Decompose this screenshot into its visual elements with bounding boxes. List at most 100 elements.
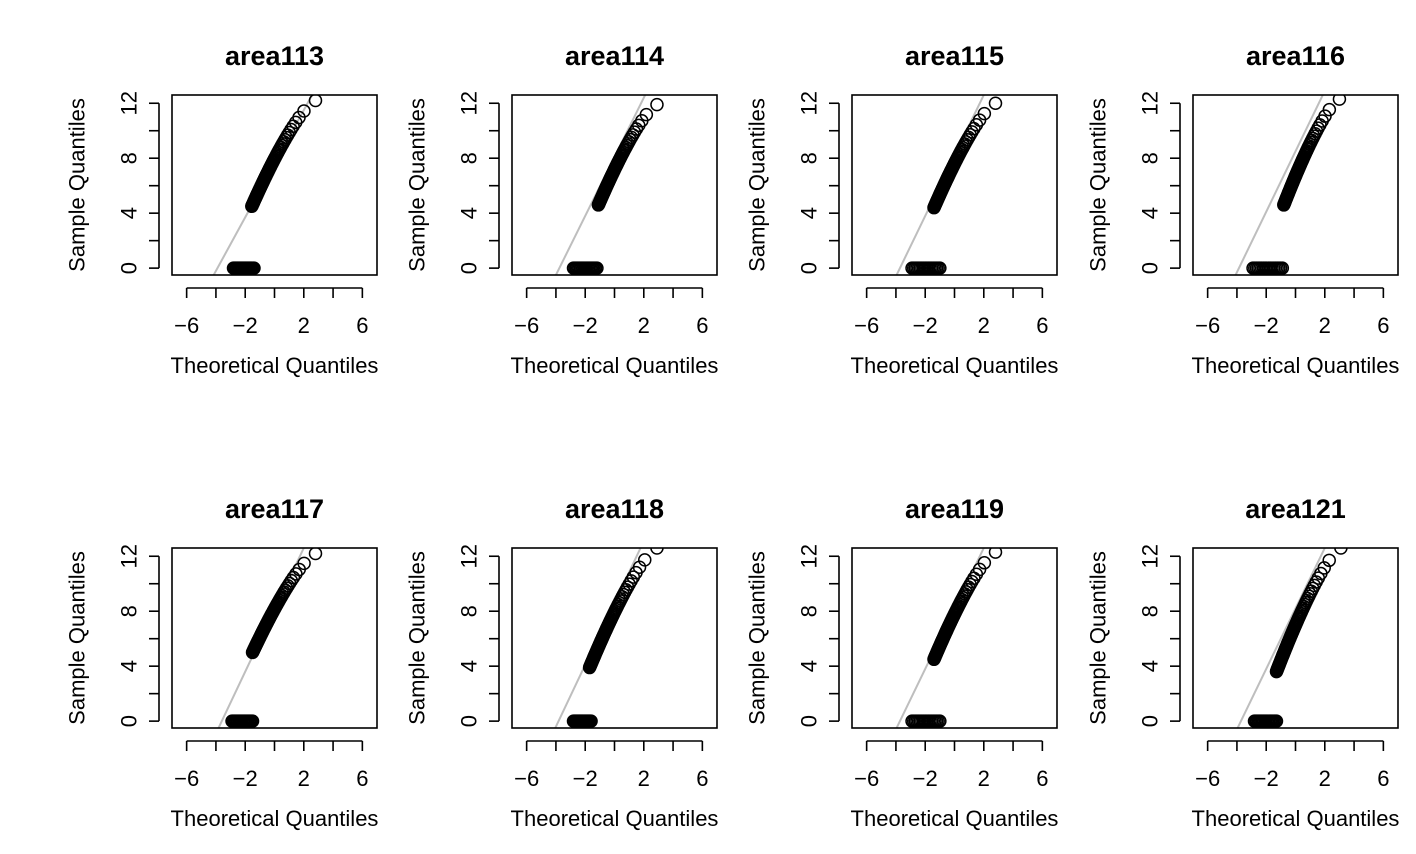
y-tick-label: 12 — [457, 544, 482, 568]
qq-point — [965, 125, 979, 139]
qq-point — [308, 95, 323, 108]
x-tick-label: −6 — [854, 766, 879, 791]
qq-point — [988, 96, 1003, 110]
y-tick-label: 0 — [457, 262, 482, 274]
qq-point — [284, 122, 298, 137]
qq-point — [1275, 261, 1290, 275]
qq-panel-area119: area119 −6 −2 2 6 Theoretical Quantiles 0 4 8 12 S… — [745, 494, 1059, 831]
qq-point — [1322, 553, 1336, 568]
y-axis-label: Sample Quantiles — [745, 98, 770, 272]
qq-points — [1247, 548, 1348, 728]
plot-box — [171, 94, 378, 276]
qq-point — [627, 125, 642, 139]
x-tick-label: 2 — [638, 313, 650, 338]
qq-point — [289, 567, 303, 581]
qq-points — [905, 96, 1003, 275]
x-tick-label: −2 — [573, 313, 598, 338]
x-tick-label: −2 — [233, 766, 258, 791]
y-axis-label: Sample Quantiles — [65, 98, 90, 272]
x-tick-label: 6 — [356, 313, 368, 338]
qq-panel-area113: area113 −6 −2 2 6 Theoretical Quantiles 0 4 8 12 S… — [65, 41, 379, 378]
x-axis-label: Theoretical Quantiles — [171, 806, 379, 831]
x-tick-label: −6 — [514, 766, 539, 791]
y-tick-label: 0 — [797, 262, 822, 274]
qq-point — [308, 548, 323, 561]
reference-line — [1234, 95, 1324, 275]
panel-title: area113 — [225, 41, 324, 71]
y-axis-label: Sample Quantiles — [65, 551, 90, 725]
x-tick-label: 6 — [1036, 313, 1048, 338]
y-tick-label: 4 — [117, 207, 142, 219]
x-tick-label: 2 — [978, 313, 990, 338]
qq-point — [590, 261, 604, 275]
qq-point — [584, 714, 598, 728]
qq-point — [1334, 548, 1348, 555]
x-tick-label: −2 — [913, 766, 938, 791]
y-tick-label: 8 — [117, 152, 142, 164]
qq-points — [226, 95, 323, 275]
qq-point — [284, 573, 299, 588]
qq-points — [225, 548, 323, 728]
x-axis-label: Theoretical Quantiles — [851, 353, 1059, 378]
x-tick-label: −2 — [1254, 766, 1279, 791]
y-tick-label: 12 — [117, 544, 142, 568]
panel-title: area115 — [905, 41, 1004, 71]
y-tick-label: 0 — [1138, 262, 1163, 274]
y-tick-label: 8 — [1138, 152, 1163, 164]
qq-point — [1269, 714, 1284, 728]
panel-title: area121 — [1245, 494, 1346, 524]
qq-points — [1246, 95, 1347, 275]
plot-box — [1192, 94, 1399, 276]
qq-panel-area115: area115 −6 −2 2 6 Theoretical Quantiles 0 4 8 12 S… — [745, 41, 1059, 378]
y-axis-label: Sample Quantiles — [405, 98, 430, 272]
panel-title: area114 — [565, 41, 664, 71]
panel-title: area117 — [225, 494, 324, 524]
qq-panel-area121: area121 −6 −2 2 6 Theoretical Quantiles 0 4 8 12 S… — [1086, 494, 1400, 831]
x-axis-label: Theoretical Quantiles — [171, 353, 379, 378]
y-tick-label: 12 — [797, 544, 822, 568]
qq-point — [977, 556, 992, 570]
x-tick-label: 6 — [1377, 313, 1389, 338]
qq-point — [1332, 95, 1347, 106]
x-tick-label: −6 — [514, 313, 539, 338]
y-axis-label: Sample Quantiles — [1086, 551, 1111, 725]
x-tick-label: 6 — [1036, 766, 1048, 791]
y-axis-label: Sample Quantiles — [1086, 98, 1111, 272]
y-tick-label: 12 — [1138, 91, 1163, 115]
x-tick-label: −6 — [1195, 766, 1220, 791]
panel-title: area119 — [905, 494, 1004, 524]
reference-line — [1236, 548, 1326, 728]
qq-point — [988, 548, 1003, 559]
y-tick-label: 0 — [117, 262, 142, 274]
qq-panel-area117: area117 −6 −2 2 6 Theoretical Quantiles 0 4 8 12 S… — [65, 494, 379, 831]
y-tick-label: 4 — [1138, 660, 1163, 672]
qq-point — [1322, 102, 1337, 117]
y-tick-label: 0 — [797, 715, 822, 727]
x-tick-label: −6 — [174, 766, 199, 791]
qq-points — [566, 97, 664, 275]
y-tick-label: 8 — [1138, 605, 1163, 617]
qq-point — [639, 107, 654, 122]
qq-points — [566, 548, 664, 728]
x-axis-label: Theoretical Quantiles — [511, 806, 719, 831]
y-tick-label: 12 — [457, 91, 482, 115]
y-tick-label: 8 — [797, 605, 822, 617]
x-tick-label: −6 — [174, 313, 199, 338]
plot-box — [851, 94, 1058, 276]
x-tick-label: 2 — [1319, 313, 1331, 338]
y-tick-label: 0 — [1138, 715, 1163, 727]
qq-point — [933, 714, 947, 728]
y-tick-label: 12 — [797, 91, 822, 115]
y-tick-label: 8 — [457, 152, 482, 164]
y-tick-label: 4 — [457, 660, 482, 672]
qq-point — [650, 97, 664, 112]
qq-points — [905, 548, 1003, 728]
x-axis-label: Theoretical Quantiles — [511, 353, 719, 378]
qq-panel-area116: area116 −6 −2 2 6 Theoretical Quantiles 0 4 8 12 S… — [1086, 41, 1400, 378]
qq-point — [650, 548, 664, 555]
x-tick-label: 2 — [298, 766, 310, 791]
plot-box — [511, 547, 718, 729]
qq-point — [933, 261, 947, 275]
plot-box — [171, 547, 378, 729]
x-axis-label: Theoretical Quantiles — [1192, 353, 1400, 378]
